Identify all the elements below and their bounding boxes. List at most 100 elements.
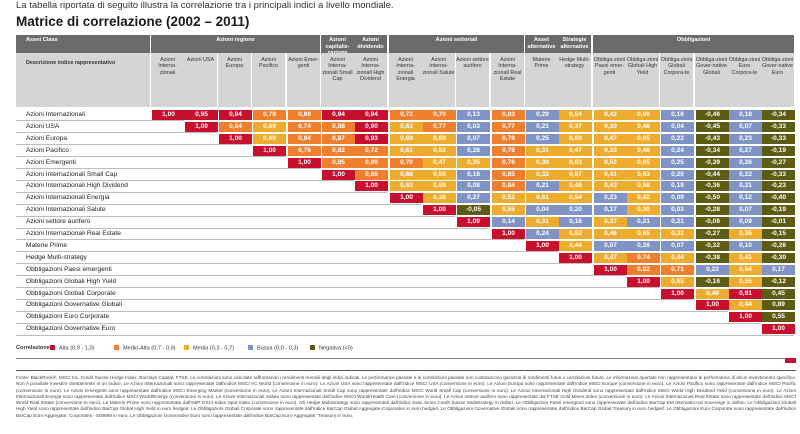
matrix-cell: 0,13 [457, 110, 490, 121]
matrix-cell: 0,69 [253, 121, 286, 132]
legend-swatch [184, 345, 189, 350]
matrix-cell: 0,04 [661, 121, 694, 132]
row-divider [16, 132, 217, 134]
row-label: Obbligazioni Globali High Yield [26, 277, 117, 285]
legend-label: Medio-Alta (0,7 - 0,9) [123, 345, 176, 352]
column-header: Azioni Interna-zionali Salute [422, 53, 455, 107]
matrix-cell: -0,50 [696, 193, 729, 204]
matrix-cell: 0,07 [457, 133, 490, 144]
column-header: Azioni Emer-genti [287, 53, 320, 107]
matrix-cell: -0,36 [696, 181, 729, 192]
matrix-cell: -0,33 [762, 121, 795, 132]
matrix-cell: 0,48 [627, 121, 660, 132]
matrix-cell: 0,42 [594, 110, 627, 121]
matrix-cell: 0,79 [253, 110, 286, 121]
row-divider [16, 191, 387, 193]
matrix-cell: 1,00 [152, 110, 185, 121]
matrix-cell: 0,52 [423, 145, 456, 156]
divider [16, 358, 796, 359]
column-header: Azioni USA [184, 53, 217, 107]
matrix-cell: 0,88 [288, 110, 321, 121]
matrix-cell: -0,27 [696, 229, 729, 240]
column-header: Obbliga-zioni Gover-native Euro [761, 53, 794, 107]
matrix-cell: 0,47 [594, 133, 627, 144]
matrix-cell: 0,74 [627, 252, 660, 263]
matrix-cell: 0,18 [559, 217, 592, 228]
matrix-cell: 1,00 [729, 312, 762, 323]
row-label: Obbligazioni Governative Euro [26, 325, 116, 333]
matrix-cell: 0,14 [492, 217, 525, 228]
matrix-cell: 0,44 [661, 252, 694, 263]
matrix-cell: 0,21 [526, 181, 559, 192]
legend-item: Media (0,3 - 0,7) [184, 345, 234, 352]
matrix-cell: -0,06 [696, 217, 729, 228]
matrix-cell: -0,15 [762, 229, 795, 240]
matrix-cell: 0,78 [492, 133, 525, 144]
row-divider [16, 144, 251, 146]
matrix-cell: 0,07 [729, 121, 762, 132]
row-divider [16, 263, 591, 265]
matrix-cell: 0,07 [729, 205, 762, 216]
matrix-cell: -0,45 [696, 121, 729, 132]
matrix-cell: 0,76 [492, 157, 525, 168]
legend-item: Negativa (<0) [310, 345, 353, 352]
matrix-cell: 0,17 [594, 205, 627, 216]
matrix-cell: 0,77 [423, 121, 456, 132]
matrix-cell: 0,74 [288, 121, 321, 132]
matrix-cell: 0,47 [423, 157, 456, 168]
legend-label: Media (0,3 - 0,7) [193, 345, 235, 352]
matrix-cell: 0,31 [526, 145, 559, 156]
column-header: Azioni Europa [218, 53, 251, 107]
matrix-cell: 0,26 [729, 157, 762, 168]
legend-item: Medio-Alta (0,7 - 0,9) [114, 345, 176, 352]
row-divider [16, 251, 558, 253]
matrix-cell: 0,55 [762, 312, 795, 323]
matrix-cell: 1,00 [661, 288, 694, 299]
matrix-cell: 0,23 [729, 133, 762, 144]
matrix-cell: 0,35 [729, 229, 762, 240]
column-header: Azioni Interna-zionali Small Cap [321, 53, 354, 107]
matrix-cell: 0,16 [661, 110, 694, 121]
matrix-cell: 0,47 [559, 145, 592, 156]
matrix-cell: 0,65 [627, 157, 660, 168]
matrix-cell: 0,21 [661, 217, 694, 228]
matrix-cell: 0,60 [423, 133, 456, 144]
matrix-cell: 0,70 [423, 110, 456, 121]
matrix-cell: 0,82 [627, 264, 660, 275]
matrix-cell: 1,00 [253, 145, 286, 156]
matrix-cell: 0,63 [559, 157, 592, 168]
row-divider [16, 298, 693, 300]
group-header: Azioni capitaliz-zazione [321, 35, 354, 56]
matrix-cell: 0,08 [457, 181, 490, 192]
row-divider [16, 310, 728, 312]
matrix-cell: -0,34 [696, 145, 729, 156]
row-divider [16, 227, 489, 229]
matrix-cell: 0,52 [492, 193, 525, 204]
column-header: Azioni Interna-zionali Energia [389, 53, 422, 107]
matrix-cell: 0,20 [661, 169, 694, 180]
legend-swatch [310, 345, 315, 350]
matrix-cell: 0,76 [288, 145, 321, 156]
matrix-cell: 0,69 [423, 181, 456, 192]
matrix-cell: 0,21 [627, 217, 660, 228]
matrix-cell: 0,45 [762, 288, 795, 299]
matrix-cell: 0,61 [390, 145, 423, 156]
matrix-cell: 0,84 [219, 121, 252, 132]
matrix-cell: 0,63 [390, 181, 423, 192]
row-label: Azioni Internazionali Energia [26, 194, 110, 202]
matrix-cell: 0,84 [288, 133, 321, 144]
matrix-cell: 0,94 [322, 110, 355, 121]
matrix-cell: 1,00 [762, 324, 795, 335]
matrix-cell: -0,19 [762, 145, 795, 156]
row-label: Hedge Multi-strategy [26, 253, 87, 261]
column-header: Azioni Interna-zionali Real Estate [491, 53, 524, 107]
row-label: Azioni Europa [26, 134, 68, 142]
row-label: Azioni USA [26, 122, 60, 130]
matrix-cell: 1,00 [185, 121, 218, 132]
matrix-cell: -0,33 [762, 133, 795, 144]
matrix-cell: 0,85 [322, 157, 355, 168]
matrix-cell: 0,94 [219, 110, 252, 121]
matrix-cell: 0,49 [696, 288, 729, 299]
page-title: Matrice di correlazione (2002 – 2011) [16, 14, 250, 29]
legend-swatch [50, 345, 55, 350]
